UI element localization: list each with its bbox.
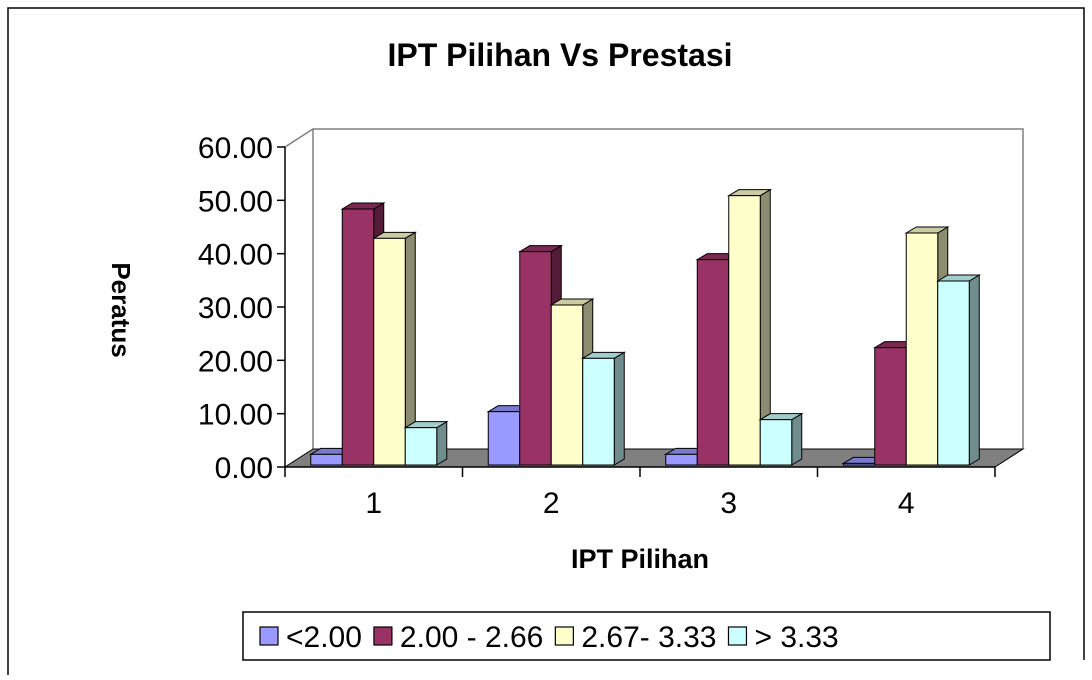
bar-side (613, 351, 625, 466)
bar-front (582, 357, 615, 466)
y-tick-label: 50.00 (198, 185, 273, 218)
y-tick-label: 30.00 (198, 292, 273, 325)
x-tick-label: 4 (898, 487, 915, 520)
bar-front (937, 280, 970, 466)
legend-swatch (373, 626, 393, 646)
chart-border (7, 7, 1085, 675)
bar-front (696, 259, 730, 466)
bar-front (341, 208, 375, 466)
legend-label: > 3.33 (754, 621, 838, 654)
y-tick-label: 0.00 (215, 452, 273, 485)
bar (726, 188, 773, 466)
bar-front (550, 304, 584, 466)
legend-swatch (727, 626, 748, 646)
legend-box (242, 611, 1051, 661)
bar (371, 231, 418, 466)
bar (935, 274, 982, 466)
bar-side (968, 274, 980, 466)
bar (403, 420, 449, 466)
bar-side (791, 412, 803, 466)
legend-swatch (554, 626, 574, 646)
chart-title: IPT Pilihan Vs Prestasi (387, 37, 732, 73)
bar-front (665, 453, 698, 466)
x-tick-label: 1 (365, 487, 382, 520)
bar-front (905, 232, 939, 466)
x-tick-label: 2 (543, 487, 560, 520)
bar-front (842, 462, 876, 466)
bar-side (436, 420, 448, 466)
back-wall (284, 128, 1024, 449)
bar-front (487, 411, 521, 466)
bar-front (874, 347, 907, 466)
bar-front (373, 237, 406, 466)
legend-label: <2.00 (286, 621, 362, 654)
legend-label: 2.00 - 2.66 (400, 621, 543, 654)
legend-label: 2.67- 3.33 (581, 621, 716, 654)
bar-front (728, 195, 761, 466)
legend-swatch (259, 626, 279, 646)
bar (580, 351, 627, 466)
x-tick-label: 3 (720, 487, 737, 520)
x-axis-label: IPT Pilihan (571, 544, 709, 574)
bar-front (404, 427, 438, 466)
y-tick-label: 60.00 (198, 132, 273, 165)
bar (549, 298, 595, 466)
bar-front (310, 453, 343, 466)
y-tick-label: 40.00 (198, 239, 273, 272)
bar (758, 412, 804, 466)
y-tick-label: 10.00 (198, 399, 273, 432)
bar-front (519, 251, 552, 466)
y-tick-label: 20.00 (198, 345, 273, 378)
y-axis-label: Peratus (106, 262, 136, 357)
bar-front (759, 419, 793, 466)
